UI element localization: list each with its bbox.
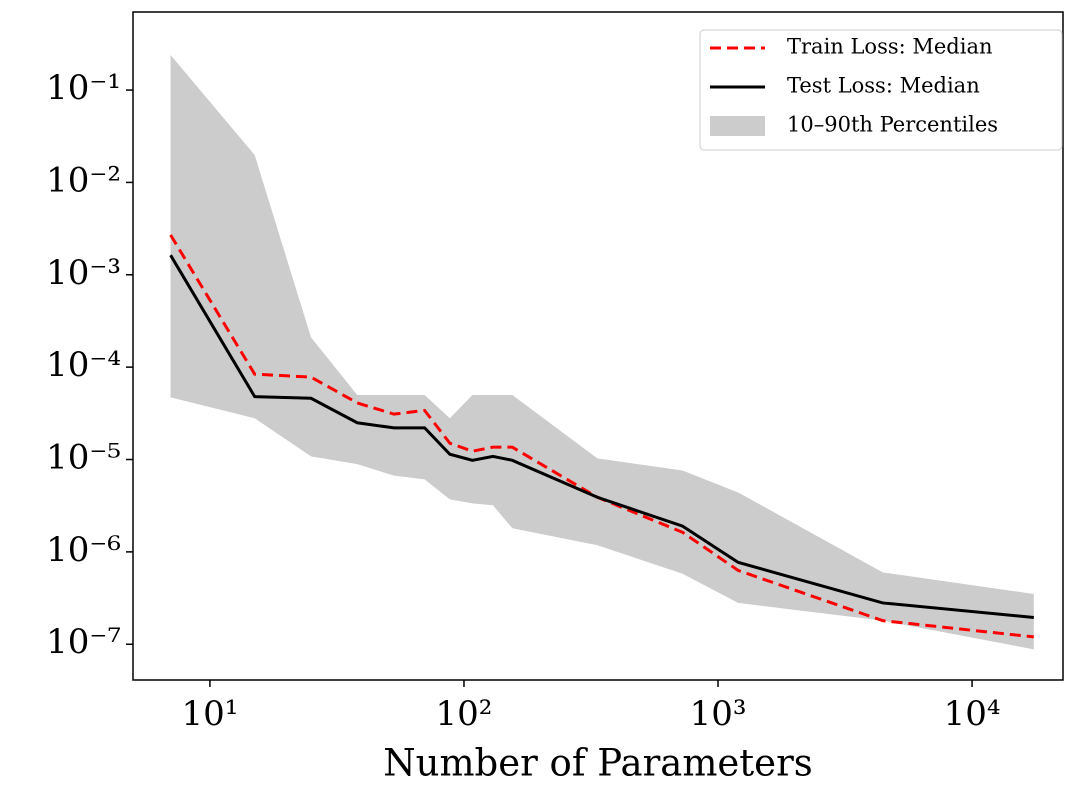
- y-tick-label: 10⁻⁷: [46, 622, 121, 662]
- series-line: [169, 234, 1034, 639]
- y-tick-label: 10⁻⁵: [46, 438, 121, 478]
- legend-label: Test Loss: Median: [787, 74, 980, 98]
- y-tick-label: 10⁻⁴: [46, 345, 121, 385]
- x-tick-label: 10¹: [181, 694, 238, 734]
- x-tick-label: 10³: [690, 694, 747, 734]
- legend-swatch: [710, 116, 765, 136]
- legend-label: 10–90th Percentiles: [787, 113, 998, 137]
- x-tick-label: 10⁴: [944, 694, 1001, 734]
- legend-box: [699, 29, 1063, 151]
- y-tick-label: 10⁻⁶: [46, 530, 121, 570]
- x-tick-label: 10²: [436, 694, 493, 734]
- legend-label: Train Loss: Median: [787, 35, 993, 59]
- y-tick-label: 10⁻¹: [46, 68, 121, 108]
- percentile-band: [170, 54, 1034, 650]
- series-line: [169, 254, 1034, 619]
- x-axis-label: Number of Parameters: [383, 742, 813, 785]
- y-tick-label: 10⁻²: [46, 160, 121, 200]
- plot-frame: [132, 11, 1064, 681]
- y-tick-label: 10⁻³: [46, 253, 121, 293]
